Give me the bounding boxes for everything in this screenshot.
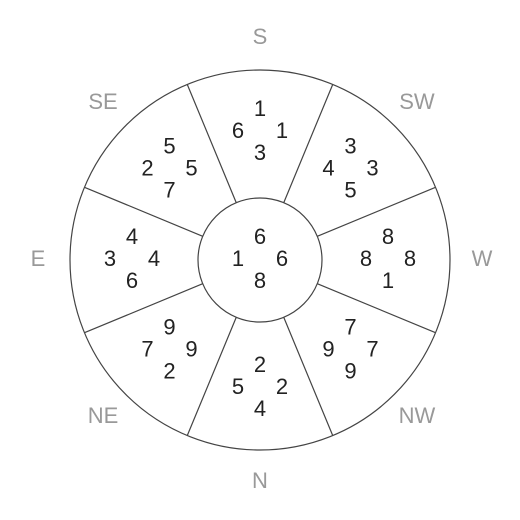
spoke-line	[187, 84, 236, 202]
spoke-line	[317, 187, 435, 236]
sector-s-bottom-value: 3	[254, 140, 266, 165]
sector-se-top-value: 5	[163, 133, 175, 158]
center-sector-right-value: 6	[276, 246, 288, 271]
sector-ne-left-value: 7	[141, 336, 153, 361]
inner-circle	[198, 198, 322, 322]
direction-label-e: E	[31, 246, 46, 271]
sector-s-right-value: 1	[276, 118, 288, 143]
sector-sw-right-value: 3	[366, 155, 378, 180]
spoke-line	[84, 187, 202, 236]
sector-nw-top-value: 7	[344, 314, 356, 339]
sector-s-left-value: 6	[232, 118, 244, 143]
sector-nw-left-value: 9	[322, 336, 334, 361]
spoke-line	[284, 84, 333, 202]
center-sector-left-value: 1	[232, 246, 244, 271]
sector-n-left-value: 5	[232, 374, 244, 399]
sector-nw-bottom-value: 9	[344, 358, 356, 383]
flying-star-wheel: 6168S1613SW3435W8881NW7979N2524NE9792E43…	[0, 0, 520, 520]
sector-w-top-value: 8	[382, 224, 394, 249]
sector-sw-bottom-value: 5	[344, 177, 356, 202]
sector-e-left-value: 3	[104, 246, 116, 271]
sector-sw-top-value: 3	[344, 133, 356, 158]
sector-nw-right-value: 7	[366, 336, 378, 361]
sector-sw-left-value: 4	[322, 155, 334, 180]
sector-e-right-value: 4	[148, 246, 160, 271]
spoke-line	[284, 317, 333, 435]
sector-se-right-value: 5	[185, 155, 197, 180]
spoke-line	[317, 284, 435, 333]
sector-n-bottom-value: 4	[254, 396, 266, 421]
direction-label-s: S	[253, 24, 268, 49]
sector-se-left-value: 2	[141, 155, 153, 180]
direction-label-w: W	[472, 246, 493, 271]
sector-n-top-value: 2	[254, 352, 266, 377]
spoke-line	[84, 284, 202, 333]
sector-ne-bottom-value: 2	[163, 358, 175, 383]
direction-label-ne: NE	[88, 403, 119, 428]
direction-label-nw: NW	[399, 403, 436, 428]
sector-w-bottom-value: 1	[382, 268, 394, 293]
direction-label-se: SE	[88, 89, 117, 114]
direction-label-n: N	[252, 468, 268, 493]
sector-e-top-value: 4	[126, 224, 138, 249]
direction-label-sw: SW	[399, 89, 435, 114]
sector-n-right-value: 2	[276, 374, 288, 399]
sector-w-right-value: 8	[404, 246, 416, 271]
center-sector-top-value: 6	[254, 224, 266, 249]
sector-s-top-value: 1	[254, 96, 266, 121]
sector-e-bottom-value: 6	[126, 268, 138, 293]
outer-circle	[70, 70, 450, 450]
center-sector-bottom-value: 8	[254, 268, 266, 293]
spoke-line	[187, 317, 236, 435]
sector-w-left-value: 8	[360, 246, 372, 271]
sector-ne-right-value: 9	[185, 336, 197, 361]
sector-se-bottom-value: 7	[163, 177, 175, 202]
sector-ne-top-value: 9	[163, 314, 175, 339]
